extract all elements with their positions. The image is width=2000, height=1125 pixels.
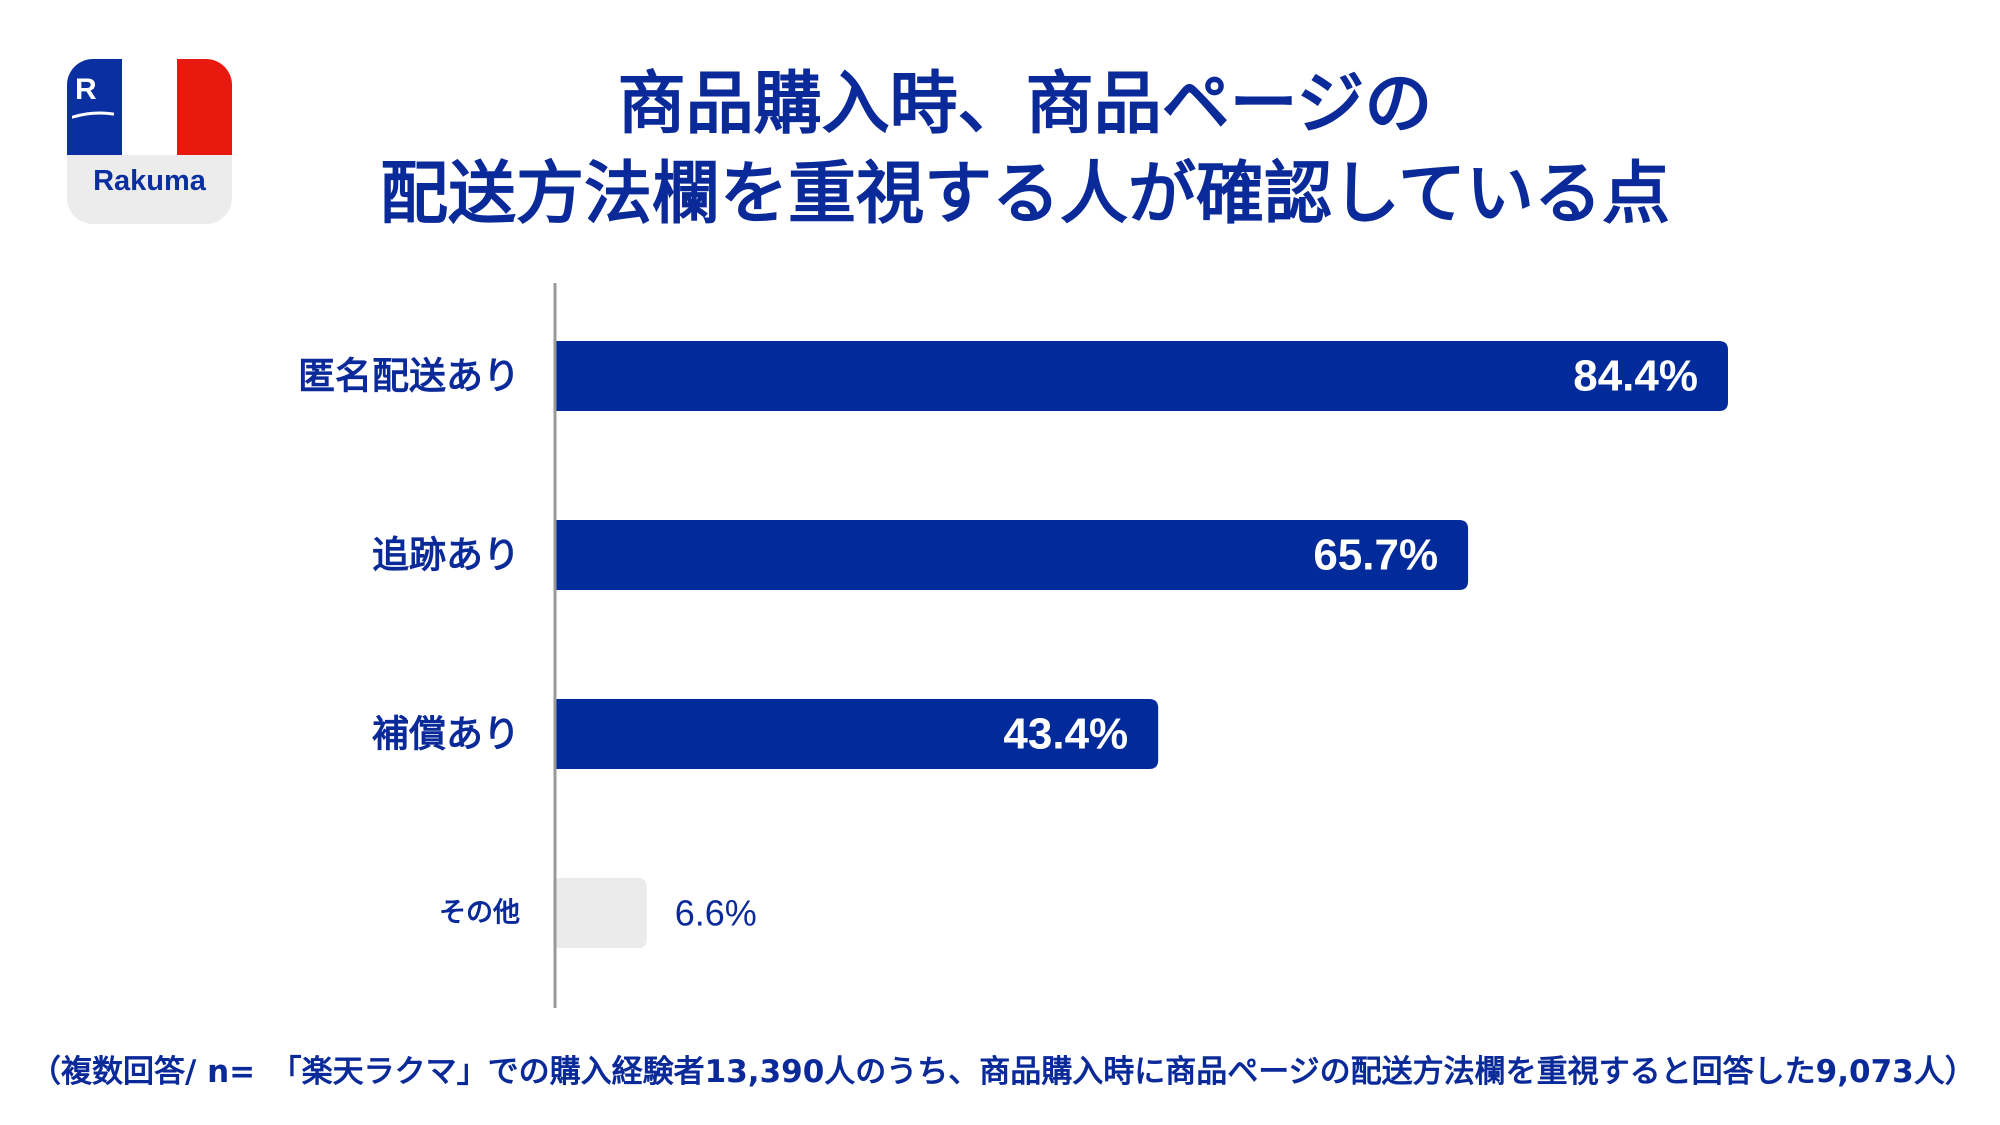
bar	[555, 878, 647, 948]
french-flag-icon	[67, 59, 232, 155]
footnote: （複数回答/ n= 「楽天ラクマ」での購入経験者13,390人のうち、商品購入時…	[30, 1054, 1976, 1090]
category-label: 追跡あり	[372, 534, 520, 577]
title-line-1: 商品購入時、商品ページの	[617, 65, 1433, 144]
category-label: その他	[439, 898, 520, 929]
data-label: 6.6%	[675, 893, 757, 934]
data-label: 65.7%	[1313, 531, 1438, 580]
category-label: 補償あり	[372, 713, 520, 756]
rakuma-logo: R Rakuma	[67, 59, 232, 224]
bar	[555, 520, 1469, 590]
bar	[555, 341, 1728, 411]
bar	[555, 699, 1159, 769]
swoosh-icon	[72, 111, 114, 119]
data-label: 43.4%	[1003, 710, 1128, 759]
title-line-2: 配送方法欄を重視する人が確認している点	[380, 155, 1670, 234]
logo-brand-text: Rakuma	[93, 165, 206, 197]
data-label: 84.4%	[1573, 352, 1698, 401]
chart-title: 商品購入時、商品ページの 配送方法欄を重視する人が確認している点	[250, 60, 1800, 240]
rakuten-r-mark: R	[75, 73, 97, 106]
category-label: 匿名配送あり	[298, 355, 520, 398]
